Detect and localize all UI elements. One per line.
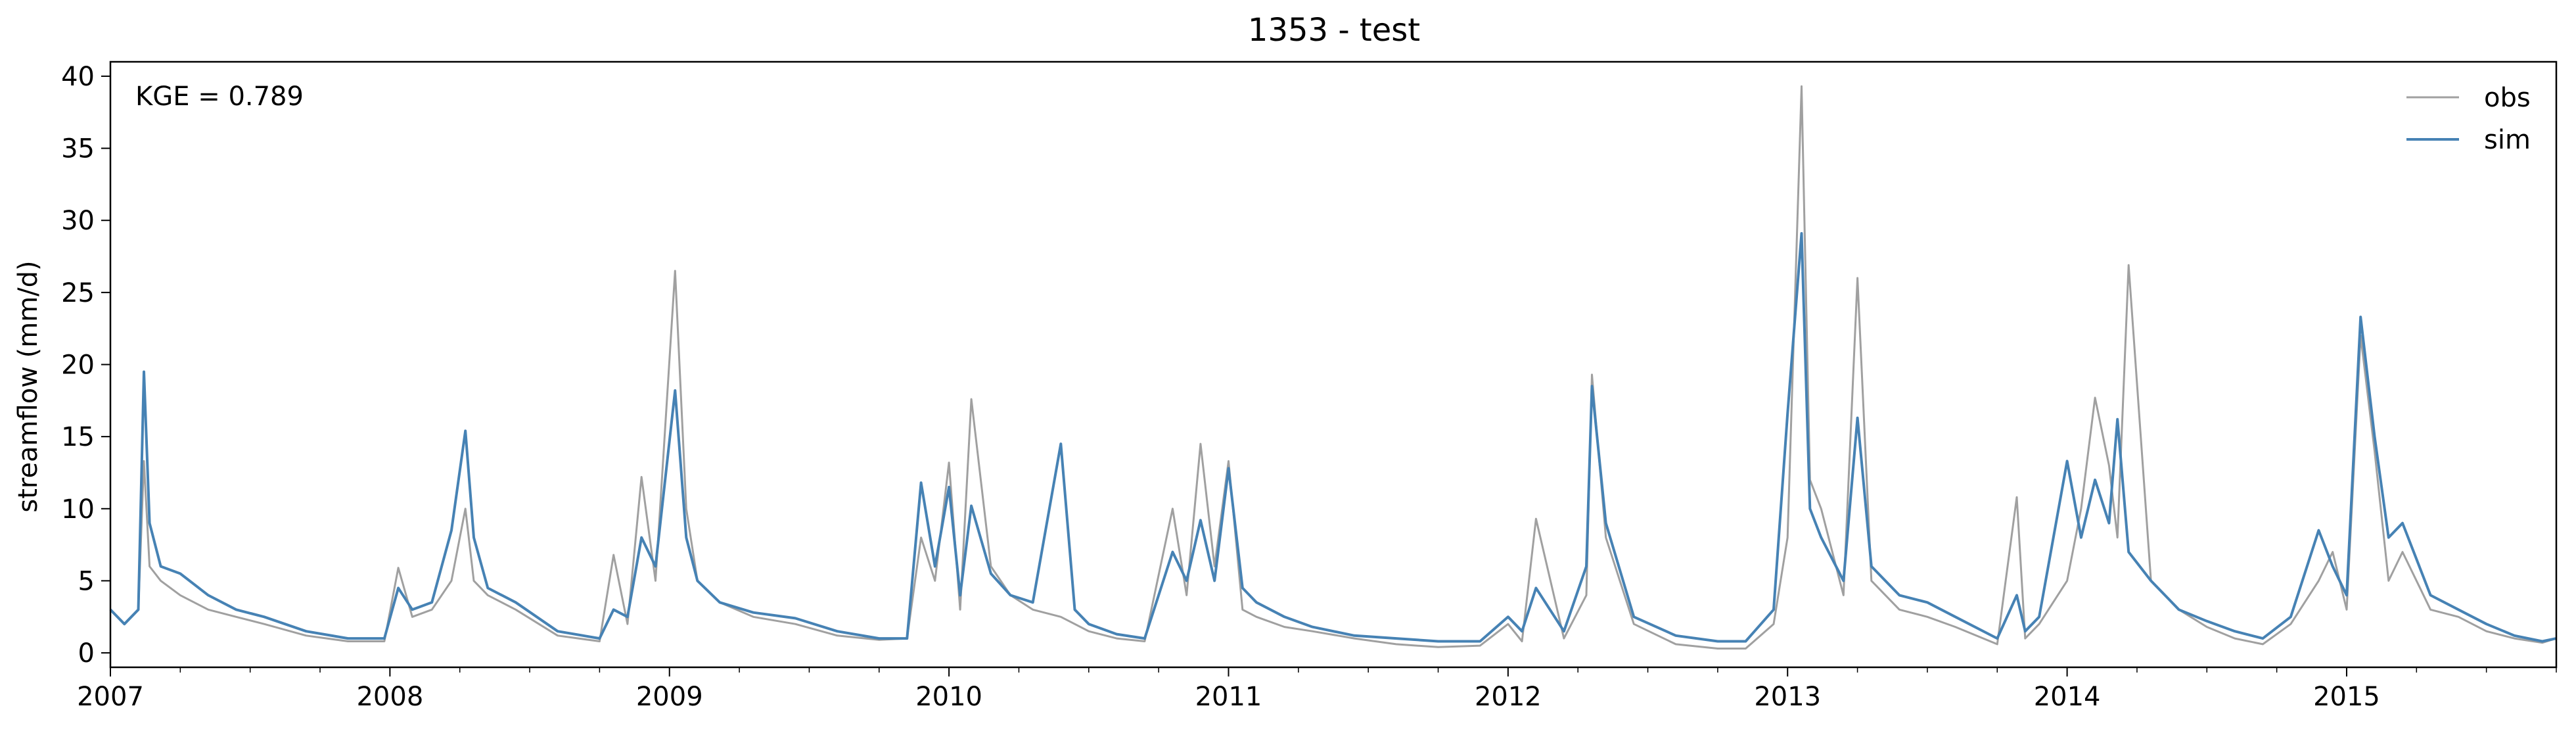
y-axis-label: streamflow (mm/d)	[13, 260, 43, 512]
x-tick-label: 2013	[1754, 682, 1821, 712]
y-tick-label: 15	[61, 422, 95, 452]
x-tick-label: 2014	[2034, 682, 2101, 712]
y-tick-label: 20	[61, 350, 95, 381]
chart-title: 1353 - test	[1248, 12, 1420, 49]
x-tick-label: 2007	[77, 682, 144, 712]
x-tick-label: 2012	[1475, 682, 1542, 712]
y-tick-label: 5	[78, 566, 95, 596]
legend-label-obs: obs	[2484, 83, 2531, 113]
y-tick-label: 40	[61, 62, 95, 92]
y-tick-label: 0	[78, 638, 95, 669]
x-tick-label: 2011	[1195, 682, 1262, 712]
kge-annotation: KGE = 0.789	[135, 82, 304, 112]
x-tick-label: 2015	[2313, 682, 2380, 712]
y-tick-label: 35	[61, 134, 95, 164]
plot-area	[109, 85, 2557, 650]
legend: obs sim	[2406, 83, 2531, 155]
y-axis: 0 5 10 15 20 25 30 35 40	[61, 62, 110, 669]
x-tick-label: 2008	[356, 682, 423, 712]
y-tick-label: 10	[61, 494, 95, 525]
series-line-sim	[109, 232, 2557, 643]
legend-label-sim: sim	[2484, 125, 2531, 155]
y-tick-label: 30	[61, 206, 95, 236]
series-line-obs	[109, 85, 2557, 650]
y-tick-label: 25	[61, 278, 95, 308]
x-axis: 2007 2008 2009 2010 2011 2012 2013 2014 2015	[77, 667, 2557, 712]
x-tick-label: 2009	[636, 682, 703, 712]
plot-frame	[109, 60, 2558, 669]
x-tick-label: 2010	[915, 682, 982, 712]
